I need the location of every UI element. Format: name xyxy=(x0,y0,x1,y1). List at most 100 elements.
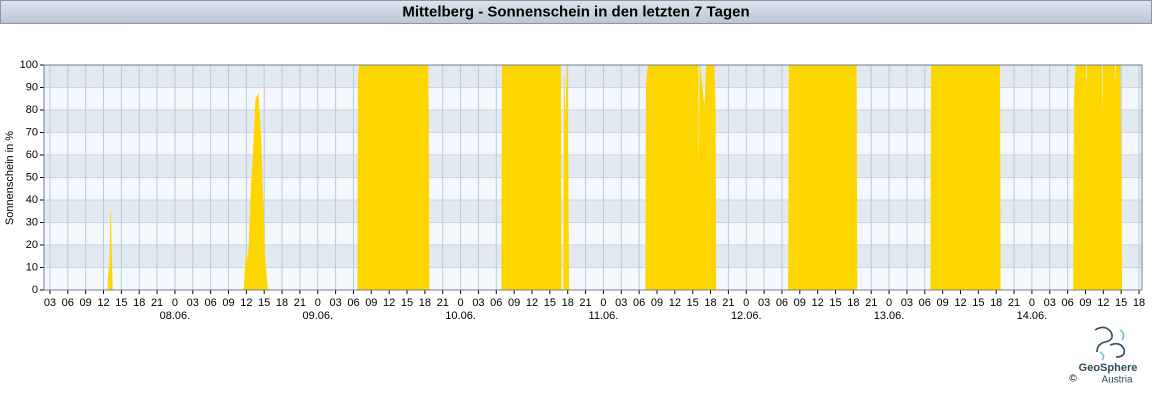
x-tick-label: 06 xyxy=(62,297,74,309)
x-tick-label: 15 xyxy=(687,297,699,309)
y-tick-label: 30 xyxy=(26,216,38,228)
x-tick-label: 18 xyxy=(276,297,288,309)
x-tick-label: 03 xyxy=(187,297,199,309)
band xyxy=(44,155,1142,178)
x-tick-label: 0 xyxy=(458,297,464,309)
band xyxy=(44,65,1142,88)
x-tick-label: 03 xyxy=(1044,297,1056,309)
x-tick-label: 09 xyxy=(365,297,377,309)
logo-mark xyxy=(1099,351,1105,361)
x-tick-label: 15 xyxy=(544,297,556,309)
x-tick-label: 18 xyxy=(133,297,145,309)
x-tick-label: 06 xyxy=(776,297,788,309)
plot-frame xyxy=(43,64,1143,291)
date-label: 14.06. xyxy=(1017,310,1048,322)
band xyxy=(44,245,1142,268)
x-tick-label: 15 xyxy=(1115,297,1127,309)
x-tick-label: 12 xyxy=(1097,297,1109,309)
logo-name: GeoSphere xyxy=(1079,362,1138,374)
x-tick-label: 0 xyxy=(600,297,606,309)
x-tick-label: 09 xyxy=(651,297,663,309)
x-tick-label: 12 xyxy=(383,297,395,309)
x-tick-label: 03 xyxy=(758,297,770,309)
x-tick-label: 12 xyxy=(240,297,252,309)
x-tick-label: 18 xyxy=(704,297,716,309)
x-tick-label: 21 xyxy=(294,297,306,309)
x-tick-label: 18 xyxy=(990,297,1002,309)
x-tick-label: 03 xyxy=(44,297,56,309)
x-tick-label: 06 xyxy=(490,297,502,309)
x-tick-label: 21 xyxy=(1008,297,1020,309)
y-tick-label: 100 xyxy=(20,59,38,71)
date-label: 08.06. xyxy=(160,310,191,322)
logo xyxy=(1094,326,1126,361)
x-tick-label: 03 xyxy=(615,297,627,309)
y-tick-label: 20 xyxy=(26,239,38,251)
x-tick-label: 09 xyxy=(80,297,92,309)
x-tick-label: 21 xyxy=(437,297,449,309)
date-label: 11.06. xyxy=(589,310,619,322)
x-tick-label: 21 xyxy=(151,297,163,309)
x-tick-label: 0 xyxy=(743,297,749,309)
x-tick-label: 15 xyxy=(258,297,270,309)
y-tick-label: 40 xyxy=(26,194,38,206)
x-tick-label: 15 xyxy=(972,297,984,309)
x-tick-label: 0 xyxy=(315,297,321,309)
x-tick-label: 21 xyxy=(865,297,877,309)
y-tick-label: 70 xyxy=(26,126,38,138)
x-tick-label: 03 xyxy=(472,297,484,309)
y-tick-label: 80 xyxy=(26,104,38,116)
x-tick-label: 0 xyxy=(886,297,892,309)
y-tick-label: 50 xyxy=(26,171,38,183)
x-tick-label: 18 xyxy=(847,297,859,309)
chart-title: Mittelberg - Sonnenschein in den letzten… xyxy=(402,3,749,20)
y-axis-label: Sonnenschein in % xyxy=(4,131,16,225)
x-tick-label: 18 xyxy=(419,297,431,309)
copyright: © xyxy=(1069,374,1077,385)
date-label: 10.06. xyxy=(445,310,476,322)
x-tick-label: 18 xyxy=(1133,297,1145,309)
x-tick-label: 15 xyxy=(829,297,841,309)
x-tick-label: 0 xyxy=(1029,297,1035,309)
plot-background xyxy=(44,65,1142,290)
x-tick-label: 03 xyxy=(329,297,341,309)
x-tick-label: 18 xyxy=(562,297,574,309)
band xyxy=(44,267,1142,290)
x-tick-label: 06 xyxy=(205,297,217,309)
x-tick-label: 09 xyxy=(1079,297,1091,309)
x-tick-label: 21 xyxy=(579,297,591,309)
x-tick-label: 09 xyxy=(937,297,949,309)
x-tick-label: 15 xyxy=(401,297,413,309)
y-tick-label: 90 xyxy=(26,81,38,93)
band xyxy=(44,87,1142,110)
logo-mark xyxy=(1119,329,1125,341)
x-tick-label: 09 xyxy=(222,297,234,309)
y-tick-label: 60 xyxy=(26,149,38,161)
x-tick-label: 06 xyxy=(347,297,359,309)
logo-mark xyxy=(1094,326,1113,353)
band xyxy=(44,200,1142,223)
x-tick-label: 12 xyxy=(812,297,824,309)
date-label: 13.06. xyxy=(874,310,905,322)
x-tick-label: 12 xyxy=(97,297,109,309)
y-tick-label: 10 xyxy=(26,261,38,273)
date-label: 12.06. xyxy=(731,310,762,322)
logo-sub: Austria xyxy=(1101,375,1133,386)
x-tick-label: 06 xyxy=(919,297,931,309)
x-tick-label: 12 xyxy=(954,297,966,309)
logo-mark xyxy=(1109,342,1126,358)
band xyxy=(44,222,1142,245)
band xyxy=(44,110,1142,133)
x-tick-label: 09 xyxy=(508,297,520,309)
x-tick-label: 15 xyxy=(115,297,127,309)
band xyxy=(44,177,1142,200)
y-tick-label: 0 xyxy=(32,284,38,296)
x-tick-label: 21 xyxy=(722,297,734,309)
date-label: 09.06. xyxy=(302,310,333,322)
x-tick-label: 09 xyxy=(794,297,806,309)
x-tick-label: 12 xyxy=(669,297,681,309)
x-tick-label: 06 xyxy=(1061,297,1073,309)
x-tick-label: 12 xyxy=(526,297,538,309)
